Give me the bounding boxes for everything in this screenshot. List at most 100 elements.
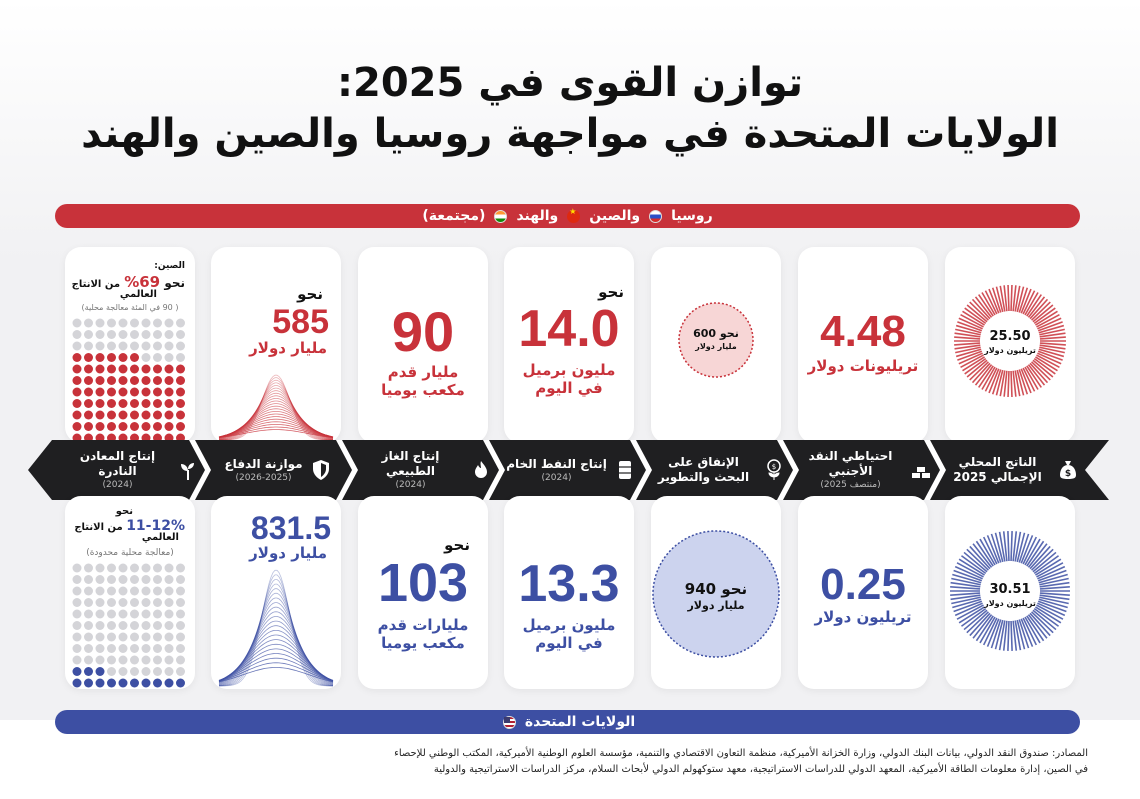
share-dot bbox=[72, 376, 82, 385]
category-reserves-title: احتياطي النقد الأجنبي bbox=[808, 449, 893, 478]
usa-rnd-value: نحو 940 bbox=[684, 580, 748, 598]
burst-ray bbox=[1010, 285, 1013, 312]
opponents-defense-curve bbox=[218, 374, 334, 441]
category-oil-sub: (2024) bbox=[541, 472, 572, 483]
share-dot bbox=[164, 609, 174, 619]
share-dot bbox=[95, 376, 105, 385]
share-dot bbox=[130, 353, 139, 362]
share-dot bbox=[164, 353, 174, 362]
share-dot bbox=[95, 318, 105, 328]
category-rnd: $ الإنفاق على البحث والتطوير bbox=[651, 446, 786, 494]
usa-rare-suffix: من الانتاج bbox=[74, 522, 123, 533]
burst-ray bbox=[1038, 348, 1065, 358]
share-dot bbox=[141, 341, 151, 351]
usa-rare-earth-card: نحو 11-12% من الانتاج العالمي (معالجة مح… bbox=[65, 496, 195, 689]
burst-ray bbox=[1024, 292, 1039, 316]
share-dot bbox=[107, 586, 116, 596]
share-dot bbox=[141, 330, 151, 339]
burst-ray bbox=[1029, 362, 1049, 384]
share-dot bbox=[153, 422, 162, 431]
usa-reserves-unit: تريليون دولار bbox=[814, 608, 912, 626]
burst-ray bbox=[971, 362, 991, 384]
share-dot bbox=[176, 341, 185, 351]
category-defense: موازنة الدفاع (2026-2025) bbox=[211, 446, 346, 494]
share-dot bbox=[84, 330, 93, 339]
share-dot bbox=[141, 399, 151, 408]
share-dot bbox=[107, 330, 116, 339]
burst-ray bbox=[1018, 287, 1029, 313]
share-dot bbox=[107, 621, 116, 630]
share-dot bbox=[118, 364, 128, 374]
share-dot bbox=[107, 318, 116, 328]
burst-ray bbox=[1037, 321, 1063, 332]
usa-oil-card: 13.3 مليون برميل في اليوم bbox=[504, 496, 634, 689]
burst-ray bbox=[1032, 609, 1057, 631]
opponents-gas-unit: مليار قدم bbox=[387, 363, 459, 381]
opponents-reserves-value: 4.48 bbox=[820, 307, 906, 356]
burst-ray bbox=[1007, 285, 1010, 312]
usa-rare-prefix: نحو bbox=[115, 506, 133, 517]
burst-ray bbox=[950, 594, 981, 601]
share-dot bbox=[84, 609, 93, 619]
share-dot bbox=[107, 364, 116, 374]
burst-ray bbox=[964, 357, 987, 375]
share-dot bbox=[130, 678, 139, 688]
bell-curve-line bbox=[219, 374, 333, 441]
share-dot bbox=[95, 667, 105, 676]
burst-ray bbox=[1031, 301, 1051, 321]
burst-ray bbox=[1038, 324, 1065, 334]
share-dot bbox=[164, 586, 174, 596]
burst-ray bbox=[1039, 328, 1065, 336]
title-line-2: الولايات المتحدة في مواجهة روسيا والصين … bbox=[81, 111, 1059, 157]
burst-ray bbox=[981, 366, 996, 390]
share-dot bbox=[141, 667, 151, 676]
share-dot bbox=[72, 586, 82, 596]
burst-ray bbox=[966, 304, 988, 323]
opponents-oil-prefix: نحو bbox=[598, 283, 624, 301]
burst-ray bbox=[1039, 592, 1070, 596]
burst-ray bbox=[1002, 620, 1008, 651]
burst-ray bbox=[1012, 531, 1018, 562]
opponents-gdp-value: 25.50 bbox=[989, 329, 1031, 344]
burst-ray bbox=[1039, 596, 1069, 605]
category-gas: إنتاج الغاز الطبيعي (2024) bbox=[358, 446, 493, 494]
share-dot bbox=[153, 353, 162, 362]
burst-ray bbox=[1010, 620, 1013, 651]
share-dot bbox=[176, 364, 185, 374]
share-dot bbox=[118, 387, 128, 397]
china-label: والصين bbox=[589, 208, 641, 224]
share-dot bbox=[141, 609, 151, 619]
share-dot bbox=[72, 678, 82, 688]
share-dot bbox=[130, 330, 139, 339]
opponents-rare-suffix2: العالمي bbox=[119, 289, 157, 300]
share-dot bbox=[141, 364, 151, 374]
usa-rare-suffix2: العالمي bbox=[141, 532, 179, 543]
burst-ray bbox=[1038, 598, 1068, 609]
share-dot bbox=[176, 598, 185, 607]
bell-curve-line bbox=[218, 413, 334, 438]
bell-curve-line bbox=[218, 639, 334, 681]
opponents-rare-note: ( 90 في المئة معالجة محلية) bbox=[81, 303, 179, 312]
gas-flame-icon bbox=[469, 458, 493, 482]
share-dot bbox=[130, 586, 139, 596]
usa-gdp-unit: تريليون دولار bbox=[984, 599, 1036, 608]
burst-ray bbox=[1039, 344, 1066, 350]
share-dot bbox=[164, 563, 174, 573]
share-dot bbox=[84, 621, 93, 630]
burst-ray bbox=[953, 569, 983, 582]
burst-ray bbox=[955, 348, 982, 358]
sources-note: المصادر: صندوق النقد الدولي، بيانات البن… bbox=[48, 746, 1088, 778]
share-dot bbox=[141, 563, 151, 573]
sources-line-2: في الصين، إدارة معلومات الطاقة الأميركية… bbox=[433, 764, 1088, 775]
india-flag-icon bbox=[494, 209, 508, 223]
burst-ray bbox=[1026, 294, 1042, 317]
burst-ray bbox=[1026, 540, 1045, 567]
share-dot bbox=[164, 376, 174, 385]
burst-ray bbox=[1029, 298, 1049, 320]
china-flag-icon bbox=[567, 207, 581, 223]
burst-ray bbox=[1020, 368, 1032, 394]
share-dot bbox=[95, 387, 105, 397]
usa-gas-value: 103 bbox=[377, 553, 469, 613]
share-dot bbox=[130, 667, 139, 676]
share-dot bbox=[153, 376, 162, 385]
